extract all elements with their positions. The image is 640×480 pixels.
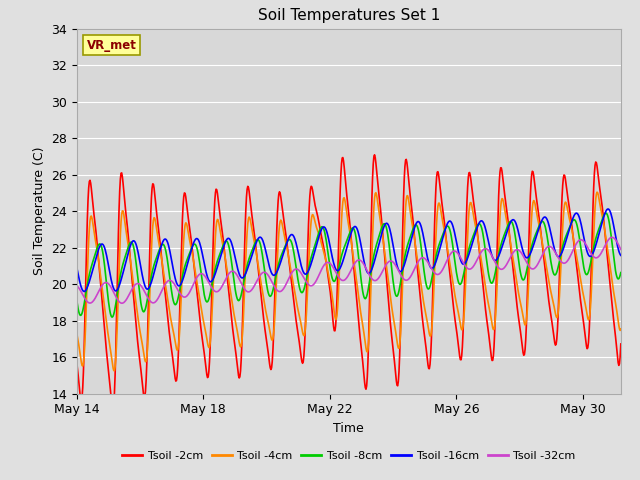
Text: VR_met: VR_met [86, 39, 136, 52]
Y-axis label: Soil Temperature (C): Soil Temperature (C) [33, 147, 45, 276]
Title: Soil Temperatures Set 1: Soil Temperatures Set 1 [258, 9, 440, 24]
Legend: Tsoil -2cm, Tsoil -4cm, Tsoil -8cm, Tsoil -16cm, Tsoil -32cm: Tsoil -2cm, Tsoil -4cm, Tsoil -8cm, Tsoi… [118, 446, 580, 466]
X-axis label: Time: Time [333, 422, 364, 435]
